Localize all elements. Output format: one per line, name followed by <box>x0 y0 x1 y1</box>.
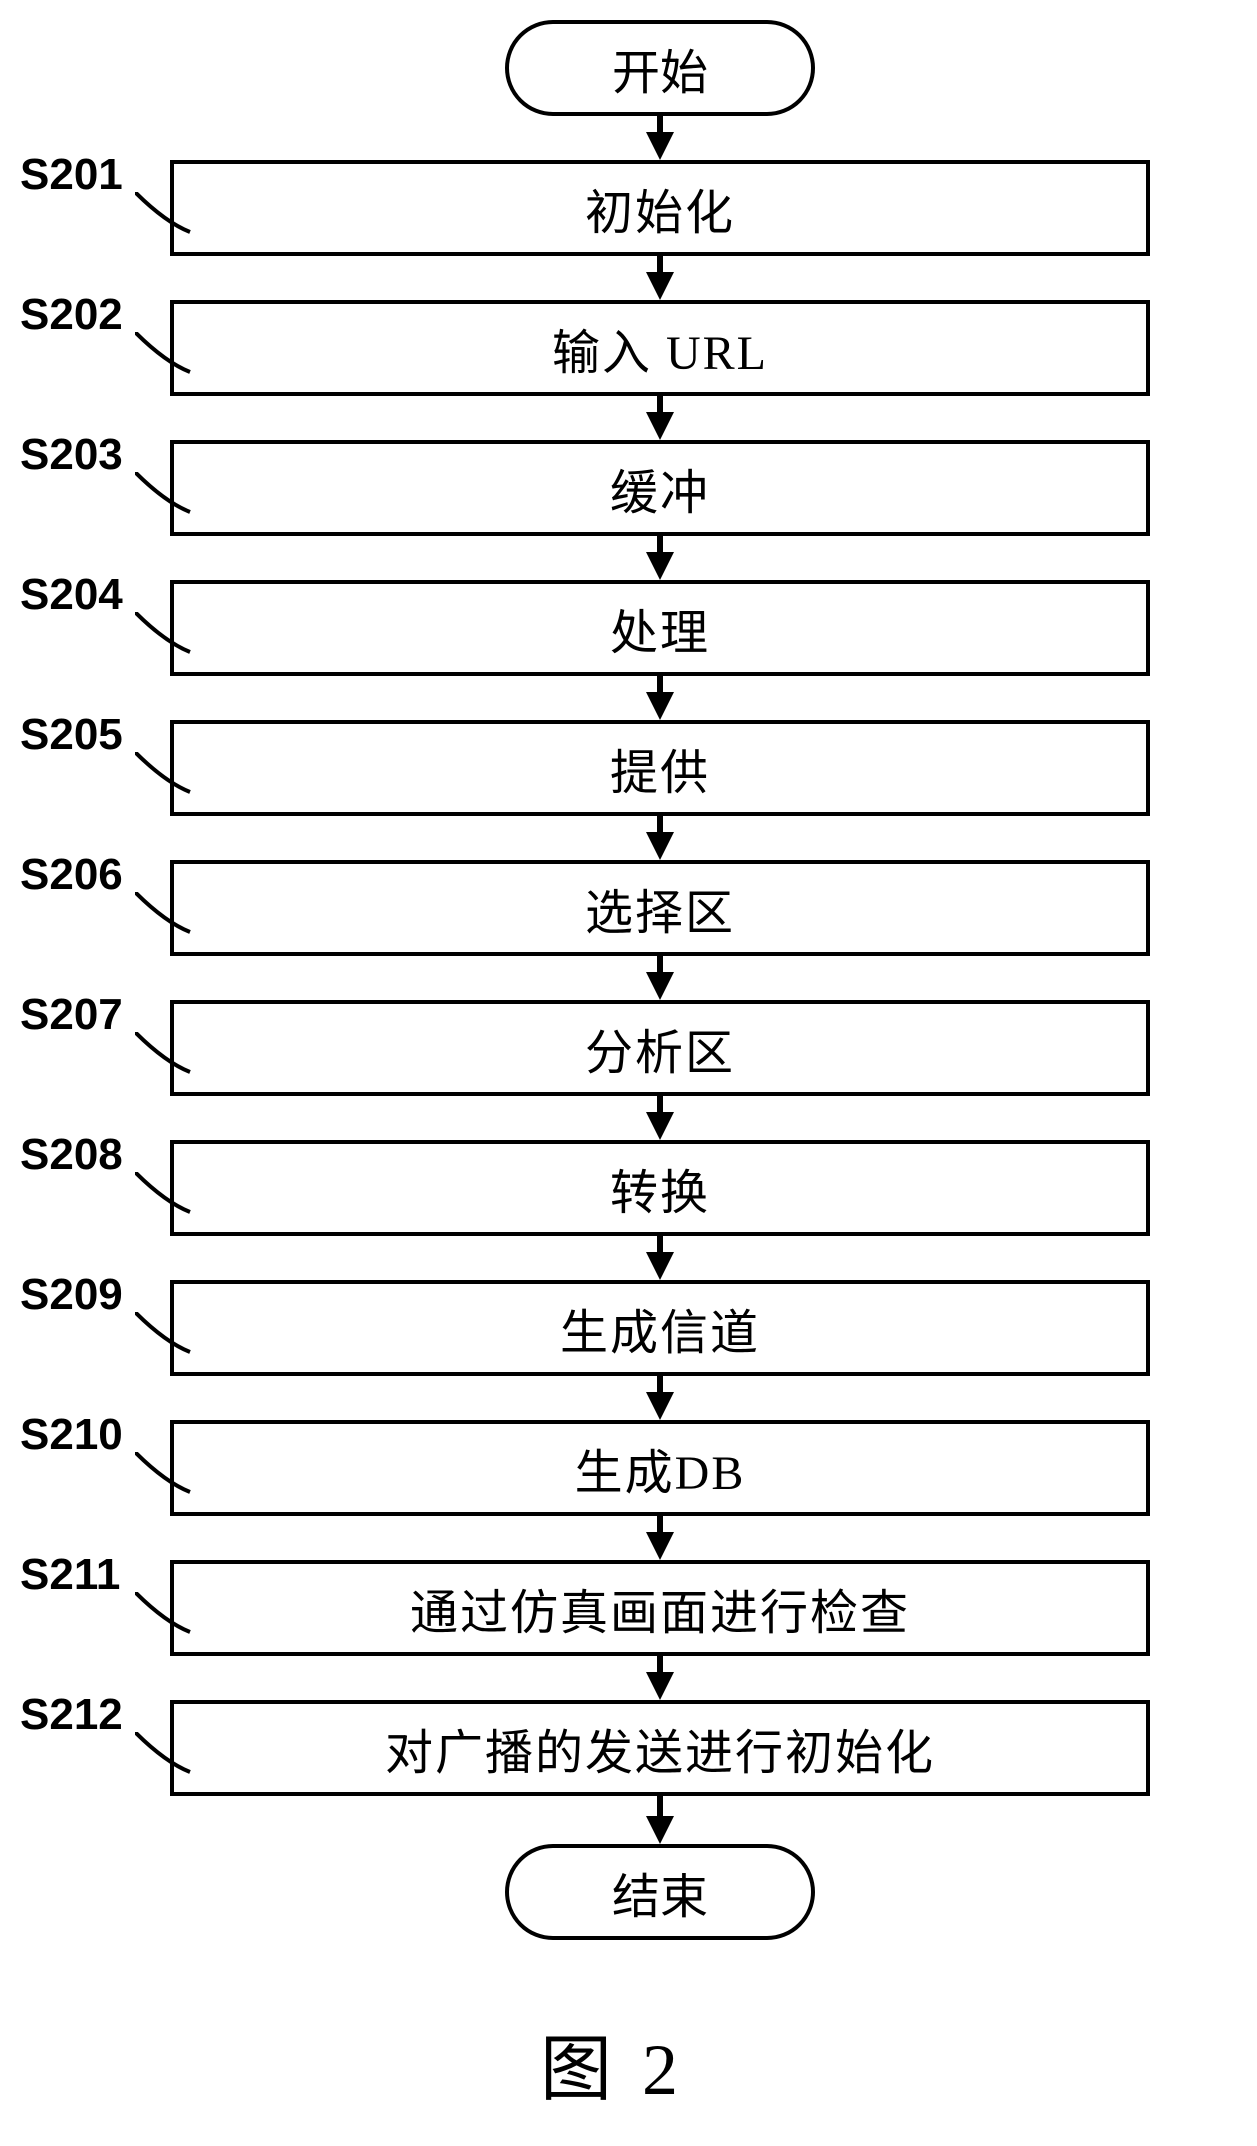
process-step: 分析区 <box>170 1000 1150 1096</box>
arrow-down <box>630 256 690 300</box>
flowchart-canvas: 开始初始化 S201 输入 URL S202 缓冲 S203 处理 S204 提供 S205 选择区… <box>0 0 1257 2146</box>
step-id-label: S207 <box>20 990 123 1040</box>
step-id-label: S206 <box>20 850 123 900</box>
process-step: 处理 <box>170 580 1150 676</box>
step-id-label: S204 <box>20 570 123 620</box>
arrow-down <box>630 676 690 720</box>
arrow-down <box>630 1796 690 1844</box>
arrow-down <box>630 816 690 860</box>
figure-caption: 图 2 <box>540 2010 684 2115</box>
process-step: 对广播的发送进行初始化 <box>170 1700 1150 1796</box>
arrow-down <box>630 1376 690 1420</box>
step-id-label: S208 <box>20 1130 123 1180</box>
step-id-label: S201 <box>20 150 123 200</box>
step-id-label: S212 <box>20 1690 123 1740</box>
process-step: 通过仿真画面进行检查 <box>170 1560 1150 1656</box>
process-step: 生成信道 <box>170 1280 1150 1376</box>
process-step: 转换 <box>170 1140 1150 1236</box>
terminator-start: 开始 <box>505 20 815 116</box>
step-id-label: S202 <box>20 290 123 340</box>
process-step: 提供 <box>170 720 1150 816</box>
arrow-down <box>630 1656 690 1700</box>
terminator-end: 结束 <box>505 1844 815 1940</box>
step-id-label: S211 <box>20 1550 120 1600</box>
arrow-down <box>630 396 690 440</box>
step-id-label: S210 <box>20 1410 123 1460</box>
step-id-label: S205 <box>20 710 123 760</box>
step-id-label: S203 <box>20 430 123 480</box>
arrow-down <box>630 956 690 1000</box>
arrow-down <box>630 116 690 160</box>
arrow-down <box>630 536 690 580</box>
process-step: 输入 URL <box>170 300 1150 396</box>
process-step: 缓冲 <box>170 440 1150 536</box>
arrow-down <box>630 1516 690 1560</box>
process-step: 生成DB <box>170 1420 1150 1516</box>
arrow-down <box>630 1096 690 1140</box>
arrow-down <box>630 1236 690 1280</box>
process-step: 初始化 <box>170 160 1150 256</box>
process-step: 选择区 <box>170 860 1150 956</box>
step-id-label: S209 <box>20 1270 123 1320</box>
